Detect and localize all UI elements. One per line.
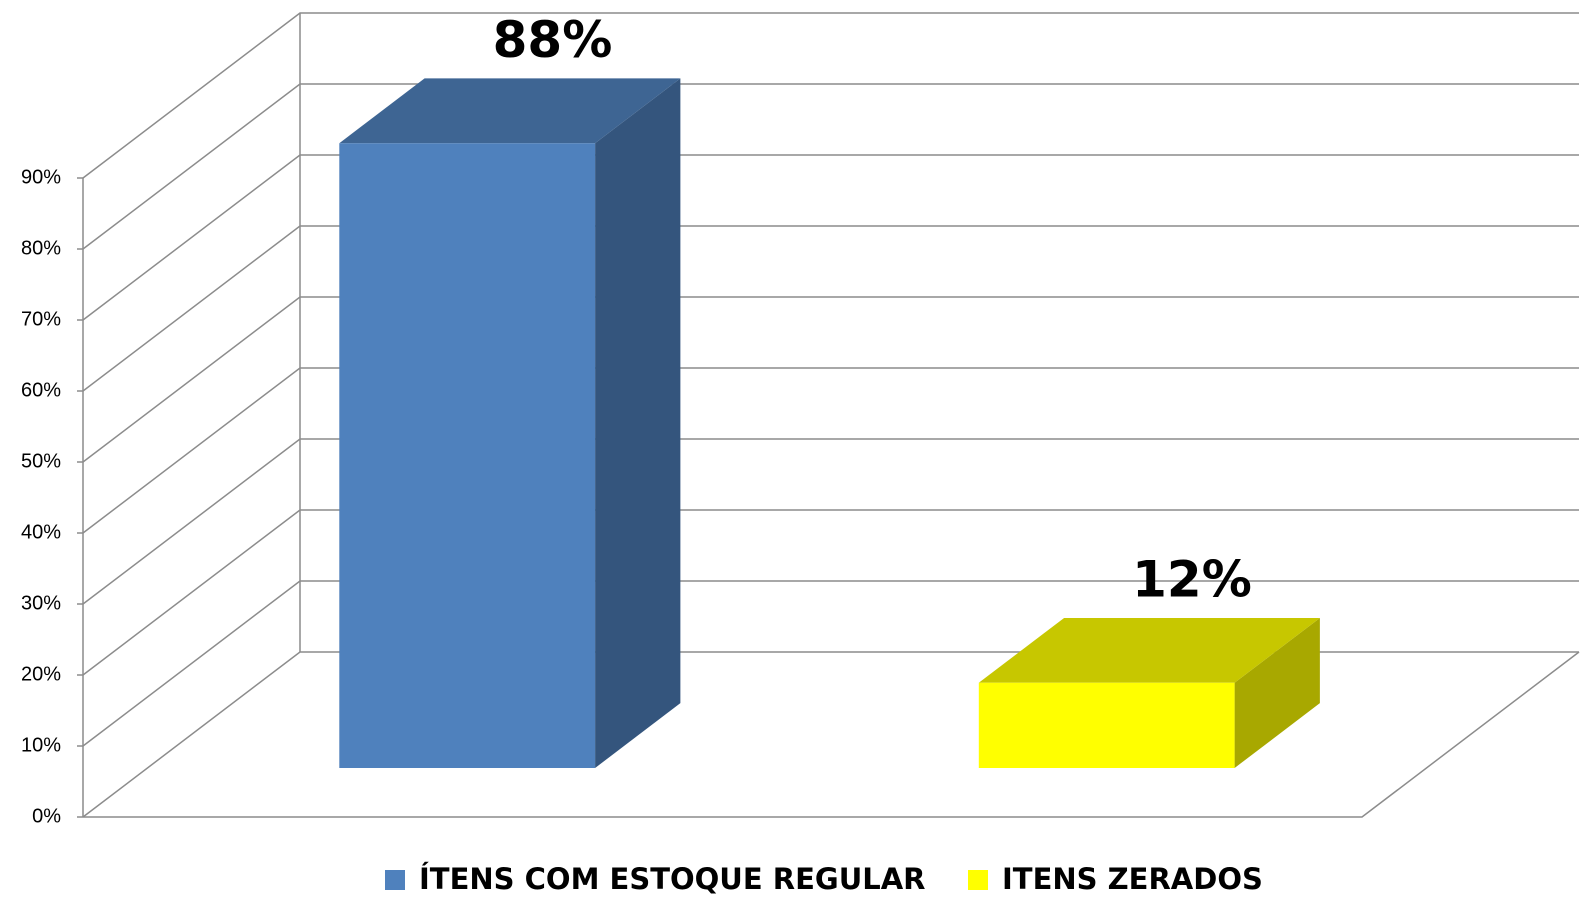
y-tick-label: 70% [21, 308, 61, 330]
bar [339, 78, 681, 768]
grid-line [82, 367, 1579, 534]
y-tick-label: 90% [21, 166, 61, 188]
grid-line [82, 12, 1579, 179]
legend-swatch [968, 870, 988, 890]
legend-swatch [385, 870, 405, 890]
grid-line [82, 154, 1579, 321]
bar-top [339, 78, 681, 144]
bar-side [595, 78, 681, 768]
y-tick-label: 0% [32, 805, 61, 827]
y-tick-label: 30% [21, 592, 61, 614]
bar-top [978, 617, 1320, 683]
y-tick-label: 80% [21, 237, 61, 259]
bar-front [978, 682, 1235, 768]
legend-label: ÍTENS COM ESTOQUE REGULAR [419, 862, 926, 896]
floor [83, 651, 1580, 818]
value-label: 12% [1132, 550, 1252, 608]
y-tick-label: 40% [21, 521, 61, 543]
legend-label: ITENS ZERADOS [1002, 862, 1263, 896]
grid-line [82, 225, 1579, 392]
bar-front [339, 143, 596, 768]
grid-line [82, 580, 1579, 747]
y-tick-label: 60% [21, 379, 61, 401]
y-tick-label: 10% [21, 734, 61, 756]
y-tick-label: 20% [21, 663, 61, 685]
bar-side [1234, 617, 1320, 768]
grid-line [82, 438, 1579, 605]
y-tick-label: 50% [21, 450, 61, 472]
bar [978, 617, 1320, 768]
value-label: 88% [493, 11, 613, 69]
grid-line [82, 296, 1579, 463]
grid-line [82, 83, 1579, 250]
grid-line [82, 509, 1579, 676]
grid-line [82, 651, 1579, 818]
